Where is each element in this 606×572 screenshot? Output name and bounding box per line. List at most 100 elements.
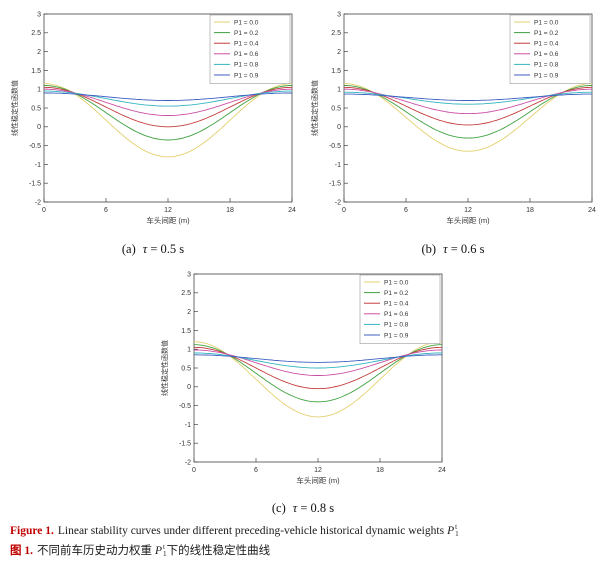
series-line-P1=0.2 <box>194 344 442 403</box>
x-tick-label: 0 <box>342 207 346 214</box>
y-tick-label: 1 <box>187 347 191 354</box>
y-tick-label: -0.5 <box>329 143 341 150</box>
figure-caption-zh-text-before: 不同前车历史动力权重 <box>37 545 152 557</box>
legend-label-P1=0.0: P1 = 0.0 <box>534 19 559 26</box>
series-line-P1=0.6 <box>344 88 592 115</box>
legend-label-P1=0.2: P1 = 0.2 <box>384 290 409 297</box>
chart-c-canvas: -2 -1.5 -1 -0.5 0 0.5 1 1.5 2 2.5 3 0 6 12 18 24 车头间距 (m… <box>160 271 446 485</box>
series-line-P1=0.8 <box>344 91 592 105</box>
series-line-P1=0.2 <box>43 84 293 141</box>
y-axis-label: 线性稳定性函数值 <box>10 80 19 136</box>
legend-label-P1=0.8: P1 = 0.8 <box>534 62 559 69</box>
legend-label-P1=0.9: P1 = 0.9 <box>534 72 559 79</box>
legend-label-P1=0.6: P1 = 0.6 <box>534 51 559 58</box>
p1-symbol-zh-base: P <box>155 545 163 557</box>
series-line-P1=0.4 <box>343 86 593 126</box>
caption-a-value: = 0.5 s <box>147 242 185 256</box>
caption-b-index: (b) <box>421 242 437 256</box>
subplot-a: -2 -1.5 -1 -0.5 0 0.5 1 1.5 2 2.5 3 0 6 12 18 24 车头间距 (m… <box>8 6 298 243</box>
y-tick-label: 3 <box>337 11 341 18</box>
y-tick-label: 1.5 <box>181 328 191 335</box>
y-tick-label: 2.5 <box>331 30 341 37</box>
x-tick-label: 0 <box>192 467 196 474</box>
figure-caption-en: Figure 1. Linear stability curves under d… <box>10 523 598 540</box>
series-line-P1=0.0 <box>193 341 443 418</box>
series-line-P1=0.0 <box>44 83 292 158</box>
legend-label-P1=0.2: P1 = 0.2 <box>234 30 259 37</box>
caption-c-tau-symbol: τ <box>292 501 298 515</box>
y-tick-label: -1 <box>35 162 41 169</box>
legend-box <box>359 274 441 344</box>
legend-box <box>209 14 291 84</box>
legend-label-P1=0.8: P1 = 0.8 <box>384 322 409 329</box>
x-tick-label: 18 <box>376 467 384 474</box>
caption-a: (a) τ = 0.5 s <box>8 242 298 257</box>
series-line-P1=0.9 <box>194 354 442 363</box>
y-tick-label: 3 <box>37 11 41 18</box>
series-line-P1=0.9 <box>344 93 592 101</box>
figure-caption-en-text: Linear stability curves under different … <box>57 525 445 537</box>
caption-a-tau-symbol: τ <box>142 242 148 256</box>
y-tick-label: -1.5 <box>29 181 41 188</box>
y-tick-label: 0.5 <box>31 105 41 112</box>
legend-label-P1=0.0: P1 = 0.0 <box>384 279 409 286</box>
legend-label-P1=0.4: P1 = 0.4 <box>534 41 559 48</box>
x-tick-label: 24 <box>438 467 446 474</box>
y-tick-label: -0.5 <box>29 143 41 150</box>
y-tick-label: 2 <box>187 309 191 316</box>
legend-label-P1=0.9: P1 = 0.9 <box>384 332 409 339</box>
figure-caption-zh-text-after: 下的线性稳定性曲线 <box>166 545 271 557</box>
legend-label-P1=0.0: P1 = 0.0 <box>234 19 259 26</box>
y-tick-label: -1.5 <box>329 181 341 188</box>
y-tick-label: 0 <box>337 124 341 131</box>
legend-label-P1=0.9: P1 = 0.9 <box>234 72 259 79</box>
legend-label-P1=0.6: P1 = 0.6 <box>234 51 259 58</box>
y-tick-label: 0 <box>187 384 191 391</box>
x-tick-label: 12 <box>464 207 472 214</box>
y-tick-label: 1.5 <box>331 68 341 75</box>
x-tick-label: 24 <box>288 207 296 214</box>
p1-symbol-en-base: P <box>447 525 455 537</box>
y-tick-label: -2 <box>185 459 191 466</box>
chart-a-canvas: -2 -1.5 -1 -0.5 0 0.5 1 1.5 2 2.5 3 0 6 12 18 24 车头间距 (m… <box>10 11 296 225</box>
caption-b-tau-symbol: τ <box>443 242 448 256</box>
y-tick-label: -2 <box>335 199 341 206</box>
x-tick-label: 18 <box>526 207 534 214</box>
x-axis-label: 车头间距 (m) <box>296 475 340 485</box>
caption-c-value: = 0.8 s <box>297 501 335 515</box>
y-axis-label: 线性稳定性函数值 <box>310 80 319 136</box>
y-tick-label: -1 <box>185 422 191 429</box>
y-axis-label: 线性稳定性函数值 <box>160 340 169 396</box>
caption-a-index: (a) <box>121 242 136 256</box>
legend-label-P1=0.2: P1 = 0.2 <box>534 30 559 37</box>
chart-b-canvas: -2 -1.5 -1 -0.5 0 0.5 1 1.5 2 2.5 3 0 6 12 18 24 车头间距 (m… <box>310 11 596 225</box>
x-tick-label: 12 <box>314 467 322 474</box>
y-tick-label: -1 <box>335 162 341 169</box>
x-tick-label: 24 <box>588 207 596 214</box>
x-axis-label: 车头间距 (m) <box>146 215 190 225</box>
caption-b: (b) τ = 0.6 s <box>308 242 598 257</box>
legend-label-P1=0.4: P1 = 0.4 <box>234 41 259 48</box>
x-tick-label: 6 <box>254 467 258 474</box>
y-tick-label: 2.5 <box>31 30 41 37</box>
y-tick-label: 2 <box>37 49 41 56</box>
p1-symbol-en-sup: t <box>455 523 458 532</box>
p1-symbol-en-sub: 1 <box>455 530 459 539</box>
x-axis-label: 车头间距 (m) <box>446 215 490 225</box>
y-tick-label: 3 <box>187 271 191 278</box>
x-tick-label: 18 <box>226 207 234 214</box>
x-tick-label: 6 <box>104 207 108 214</box>
series-line-P1=0.9 <box>44 92 292 101</box>
x-tick-label: 12 <box>164 207 172 214</box>
subplot-b: -2 -1.5 -1 -0.5 0 0.5 1 1.5 2 2.5 3 0 6 12 18 24 车头间距 (m… <box>308 6 598 243</box>
legend-label-P1=0.4: P1 = 0.4 <box>384 301 409 308</box>
subplot-c: -2 -1.5 -1 -0.5 0 0.5 1 1.5 2 2.5 3 0 6 12 18 24 车头间距 (m… <box>158 266 448 503</box>
series-line-P1=0.2 <box>343 84 593 139</box>
legend-box <box>509 14 591 84</box>
p1-symbol-zh-sub: 1 <box>163 550 167 559</box>
y-tick-label: 2 <box>337 49 341 56</box>
y-tick-label: 2.5 <box>181 290 191 297</box>
